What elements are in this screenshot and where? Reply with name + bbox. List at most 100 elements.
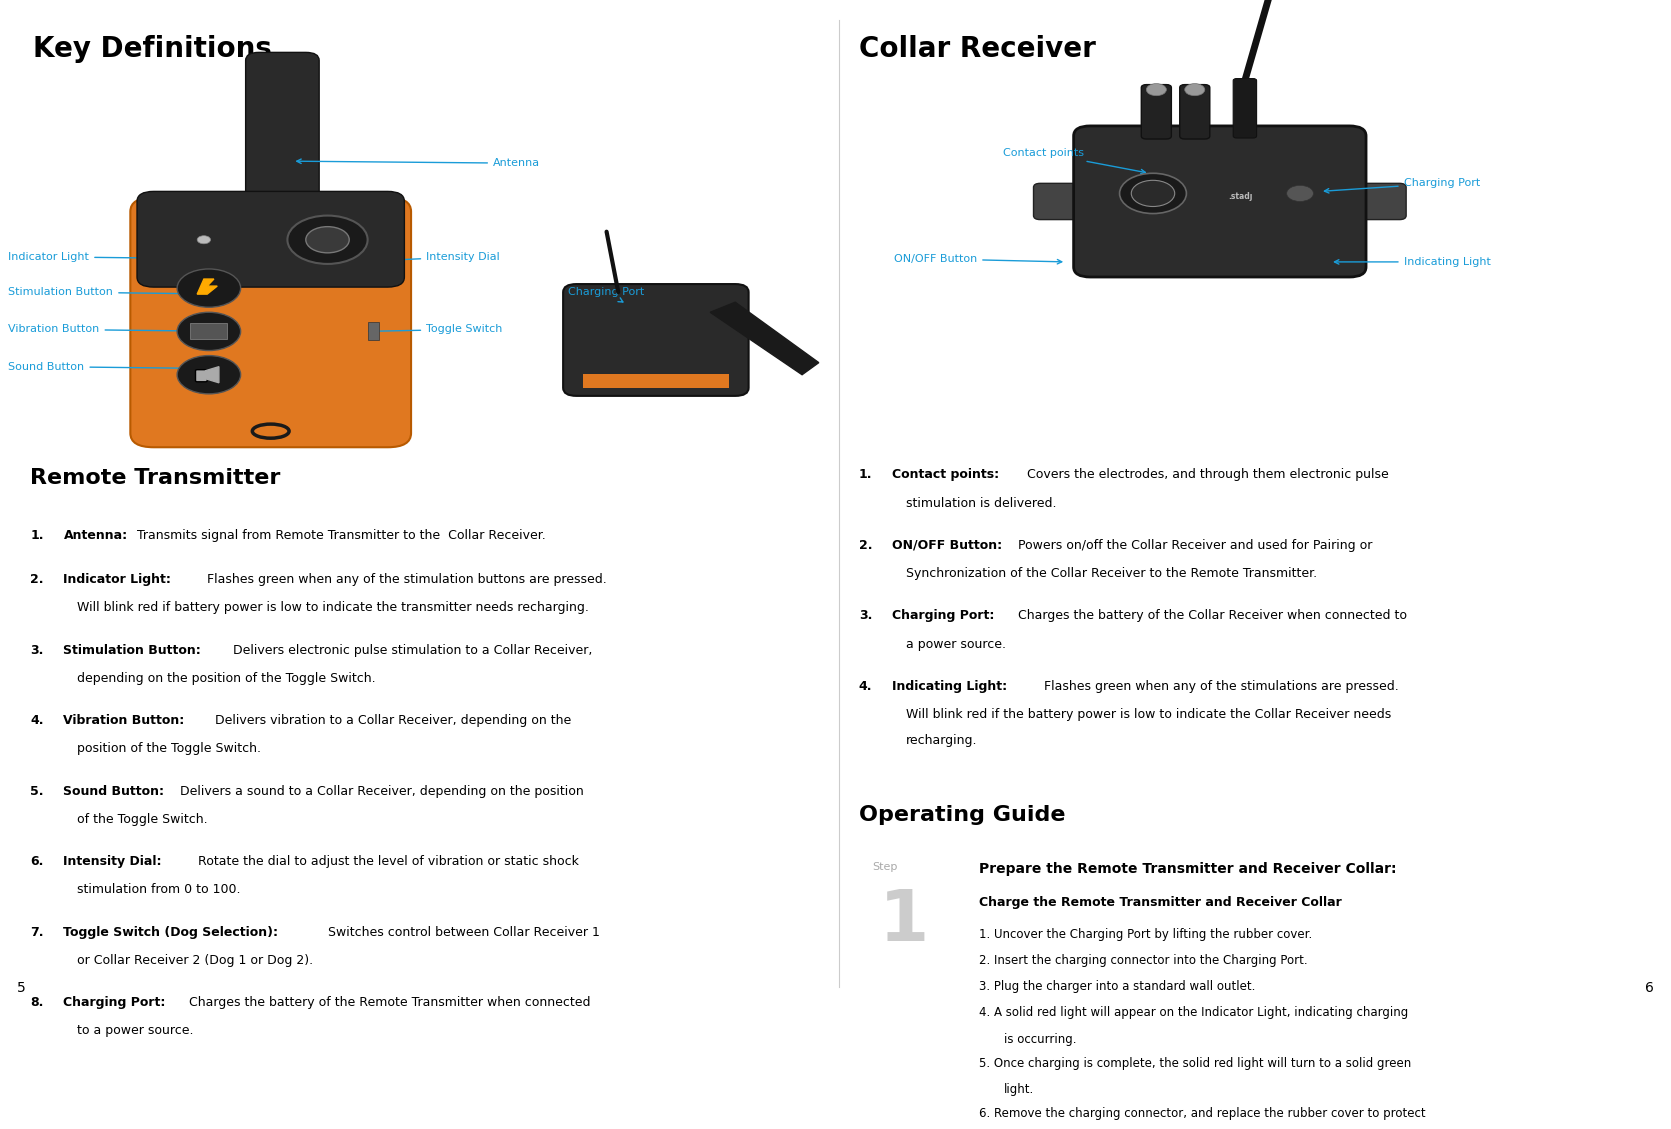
Text: 4.: 4. <box>30 715 43 727</box>
Text: 5: 5 <box>17 981 25 996</box>
Circle shape <box>1287 185 1313 201</box>
Text: Charging Port: Charging Port <box>568 287 645 303</box>
Text: Intensity Dial: Intensity Dial <box>356 252 500 264</box>
Text: Intensity Dial:: Intensity Dial: <box>63 856 162 868</box>
Text: 6. Remove the charging connector, and replace the rubber cover to protect: 6. Remove the charging connector, and re… <box>979 1108 1425 1120</box>
Text: Charging Port: Charging Port <box>1325 178 1481 193</box>
Text: .stadȷ: .stadȷ <box>1228 192 1253 201</box>
Text: Prepare the Remote Transmitter and Receiver Collar:: Prepare the Remote Transmitter and Recei… <box>979 863 1397 876</box>
Text: Toggle Switch: Toggle Switch <box>369 324 503 334</box>
Text: 8.: 8. <box>30 996 43 1009</box>
FancyBboxPatch shape <box>1233 79 1257 138</box>
Text: 1. Uncover the Charging Port by lifting the rubber cover.: 1. Uncover the Charging Port by lifting … <box>979 928 1312 940</box>
FancyBboxPatch shape <box>563 285 749 396</box>
Text: Vibration Button: Vibration Button <box>8 324 226 334</box>
Text: 6: 6 <box>1646 981 1654 996</box>
Text: Step: Step <box>872 863 897 873</box>
Circle shape <box>1131 181 1175 207</box>
Text: Stimulation Button: Stimulation Button <box>8 287 226 297</box>
FancyBboxPatch shape <box>1033 183 1096 220</box>
Text: Contact points: Contact points <box>1003 148 1145 174</box>
Text: Indicator Light: Indicator Light <box>8 252 226 262</box>
Text: Collar Receiver: Collar Receiver <box>859 35 1096 63</box>
Text: depending on the position of the Toggle Switch.: depending on the position of the Toggle … <box>77 672 376 685</box>
Polygon shape <box>710 303 819 375</box>
FancyBboxPatch shape <box>1073 126 1365 277</box>
Text: Key Definitions: Key Definitions <box>33 35 272 63</box>
Text: 3.: 3. <box>859 610 872 622</box>
Text: Charge the Remote Transmitter and Receiver Collar: Charge the Remote Transmitter and Receiv… <box>979 895 1342 909</box>
Text: 5. Once charging is complete, the solid red light will turn to a solid green: 5. Once charging is complete, the solid … <box>979 1057 1412 1069</box>
Text: Indicating Light:: Indicating Light: <box>892 680 1008 693</box>
Circle shape <box>177 356 241 394</box>
Text: Covers the electrodes, and through them electronic pulse: Covers the electrodes, and through them … <box>1023 469 1389 481</box>
Polygon shape <box>197 279 217 295</box>
Text: Sound Button: Sound Button <box>8 361 226 371</box>
Text: Delivers vibration to a Collar Receiver, depending on the: Delivers vibration to a Collar Receiver,… <box>211 715 571 727</box>
Text: Powers on/off the Collar Receiver and used for Pairing or: Powers on/off the Collar Receiver and us… <box>1014 539 1372 552</box>
Text: Transmits signal from Remote Transmitter to the  Collar Receiver.: Transmits signal from Remote Transmitter… <box>134 528 546 542</box>
Text: is occurring.: is occurring. <box>1004 1033 1076 1045</box>
Text: Vibration Button:: Vibration Button: <box>63 715 185 727</box>
Text: 3.: 3. <box>30 644 43 657</box>
Text: 3. Plug the charger into a standard wall outlet.: 3. Plug the charger into a standard wall… <box>979 980 1255 994</box>
Text: Indicator Light:: Indicator Light: <box>63 574 172 586</box>
Circle shape <box>287 216 368 264</box>
Text: stimulation is delivered.: stimulation is delivered. <box>906 497 1056 509</box>
Text: Charges the battery of the Collar Receiver when connected to: Charges the battery of the Collar Receiv… <box>1014 610 1407 622</box>
Text: 2.: 2. <box>30 574 43 586</box>
Text: Sound Button:: Sound Button: <box>63 785 164 798</box>
Text: Delivers electronic pulse stimulation to a Collar Receiver,: Delivers electronic pulse stimulation to… <box>229 644 592 657</box>
Text: of the Toggle Switch.: of the Toggle Switch. <box>77 813 207 826</box>
Text: Indicating Light: Indicating Light <box>1335 257 1491 266</box>
Text: a power source.: a power source. <box>906 638 1006 650</box>
Text: to a power source.: to a power source. <box>77 1024 194 1038</box>
Polygon shape <box>206 367 219 383</box>
Circle shape <box>1185 84 1205 96</box>
Text: 2.: 2. <box>859 539 872 552</box>
Text: 2. Insert the charging connector into the Charging Port.: 2. Insert the charging connector into th… <box>979 954 1308 966</box>
Text: light.: light. <box>1004 1083 1034 1096</box>
FancyBboxPatch shape <box>130 198 411 447</box>
Text: Remote Transmitter: Remote Transmitter <box>30 469 281 489</box>
FancyBboxPatch shape <box>246 52 319 270</box>
Text: Antenna: Antenna <box>297 158 540 168</box>
Text: 1: 1 <box>879 887 929 956</box>
Text: Stimulation Button:: Stimulation Button: <box>63 644 201 657</box>
Bar <box>190 323 227 340</box>
Text: 5.: 5. <box>30 785 43 798</box>
Text: Flashes green when any of the stimulation buttons are pressed.: Flashes green when any of the stimulatio… <box>202 574 607 586</box>
Text: stimulation from 0 to 100.: stimulation from 0 to 100. <box>77 883 241 896</box>
Text: 4. A solid red light will appear on the Indicator Light, indicating charging: 4. A solid red light will appear on the … <box>979 1006 1409 1019</box>
Text: Switches control between Collar Receiver 1: Switches control between Collar Receiver… <box>324 926 600 938</box>
Text: Rotate the dial to adjust the level of vibration or static shock: Rotate the dial to adjust the level of v… <box>194 856 578 868</box>
Text: 4.: 4. <box>859 680 872 693</box>
Circle shape <box>306 227 349 253</box>
Text: Delivers a sound to a Collar Receiver, depending on the position: Delivers a sound to a Collar Receiver, d… <box>177 785 585 798</box>
Text: Will blink red if the battery power is low to indicate the Collar Receiver needs: Will blink red if the battery power is l… <box>906 708 1390 721</box>
Text: position of the Toggle Switch.: position of the Toggle Switch. <box>77 743 261 755</box>
Text: Antenna:: Antenna: <box>63 528 127 542</box>
FancyBboxPatch shape <box>137 192 404 287</box>
Text: ON/OFF Button: ON/OFF Button <box>894 254 1061 264</box>
Circle shape <box>177 313 241 350</box>
Text: Operating Guide: Operating Guide <box>859 805 1066 825</box>
Circle shape <box>197 236 211 244</box>
Text: 1.: 1. <box>30 528 43 542</box>
Text: Charging Port:: Charging Port: <box>892 610 994 622</box>
FancyBboxPatch shape <box>1343 183 1407 220</box>
Text: recharging.: recharging. <box>906 734 978 747</box>
Text: ON/OFF Button:: ON/OFF Button: <box>892 539 1003 552</box>
FancyBboxPatch shape <box>1141 85 1171 139</box>
Text: Toggle Switch (Dog Selection):: Toggle Switch (Dog Selection): <box>63 926 279 938</box>
Circle shape <box>177 269 241 307</box>
Text: Flashes green when any of the stimulations are pressed.: Flashes green when any of the stimulatio… <box>1039 680 1399 693</box>
Text: 1.: 1. <box>859 469 872 481</box>
Circle shape <box>1146 84 1166 96</box>
Text: 7.: 7. <box>30 926 43 938</box>
Text: or Collar Receiver 2 (Dog 1 or Dog 2).: or Collar Receiver 2 (Dog 1 or Dog 2). <box>77 954 312 966</box>
Text: Charges the battery of the Remote Transmitter when connected: Charges the battery of the Remote Transm… <box>185 996 590 1009</box>
Text: Contact points:: Contact points: <box>892 469 999 481</box>
Bar <box>583 374 729 388</box>
Text: 6.: 6. <box>30 856 43 868</box>
